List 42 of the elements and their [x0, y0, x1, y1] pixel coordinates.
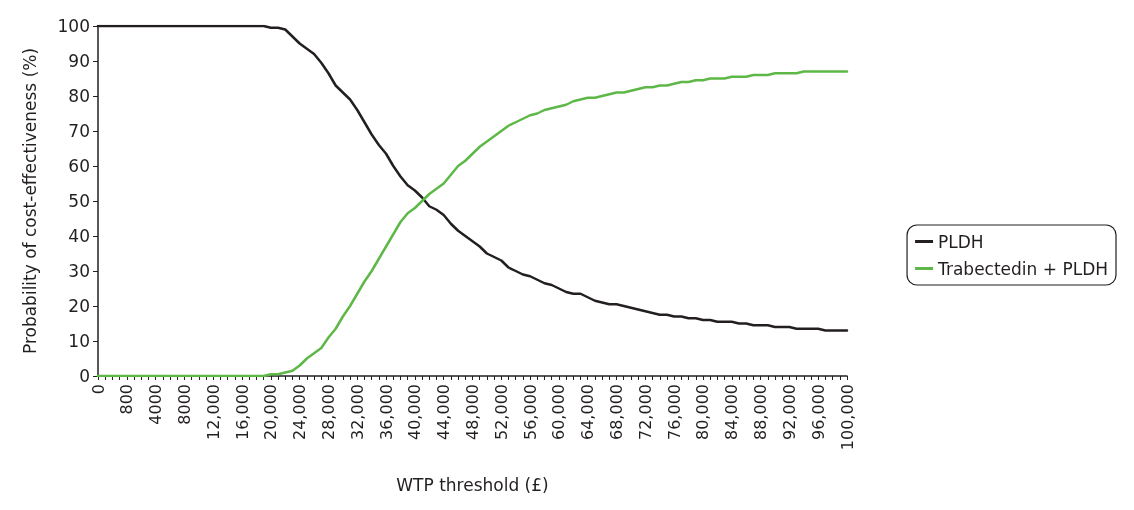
y-tick-label: 10	[68, 331, 90, 351]
x-tick-label: 32,000	[347, 384, 367, 440]
y-tick-label: 20	[68, 296, 90, 316]
x-tick-label: 60,000	[549, 384, 569, 440]
x-tick-label: 12,000	[203, 384, 223, 440]
y-axis-title: Probability of cost-effectiveness (%)	[19, 47, 40, 355]
x-tick-label: 48,000	[463, 384, 482, 440]
x-tick-label: 40,000	[405, 384, 425, 440]
x-tick-label: 800	[117, 384, 137, 415]
x-tick-label: 96,000	[808, 384, 828, 440]
y-tick-label: 40	[68, 226, 90, 246]
x-tick-label: 4000	[146, 384, 166, 425]
x-tick-label: 56,000	[520, 384, 540, 440]
x-tick-label: 84,000	[722, 384, 742, 440]
x-tick-label: 76,000	[664, 384, 684, 440]
x-tick-label: 0	[88, 384, 108, 395]
x-tick-label: 16,000	[232, 384, 252, 440]
x-axis-title: WTP threshold (£)	[396, 474, 549, 495]
x-tick-label: 8000	[174, 384, 194, 425]
x-tick-label: 88,000	[751, 384, 771, 440]
x-tick-label: 72,000	[635, 384, 655, 440]
legend-label: Trabectedin + PLDH	[937, 258, 1108, 279]
y-tick-label: 90	[68, 51, 90, 71]
legend-label: PLDH	[938, 231, 984, 252]
x-tick-label: 24,000	[290, 384, 310, 440]
y-tick-label: 80	[68, 86, 90, 106]
x-tick-label: 100,000	[837, 384, 857, 451]
x-tick-label: 28,000	[318, 384, 338, 440]
y-tick-label: 30	[68, 261, 90, 281]
x-tick-label: 20,000	[261, 384, 281, 440]
y-tick-label: 50	[68, 191, 90, 211]
y-tick-label: 70	[68, 121, 90, 141]
x-tick-label: 44,000	[434, 384, 454, 440]
x-tick-label: 36,000	[376, 384, 396, 440]
x-tick-label: 80,000	[693, 384, 713, 440]
y-tick-label: 0	[79, 366, 90, 386]
x-tick-label: 68,000	[607, 384, 627, 440]
y-tick-label: 100	[57, 16, 90, 36]
x-tick-label: 92,000	[779, 384, 799, 440]
x-tick-label: 64,000	[578, 384, 598, 440]
x-tick-label: 52,000	[491, 384, 511, 440]
y-tick-label: 60	[68, 156, 90, 176]
